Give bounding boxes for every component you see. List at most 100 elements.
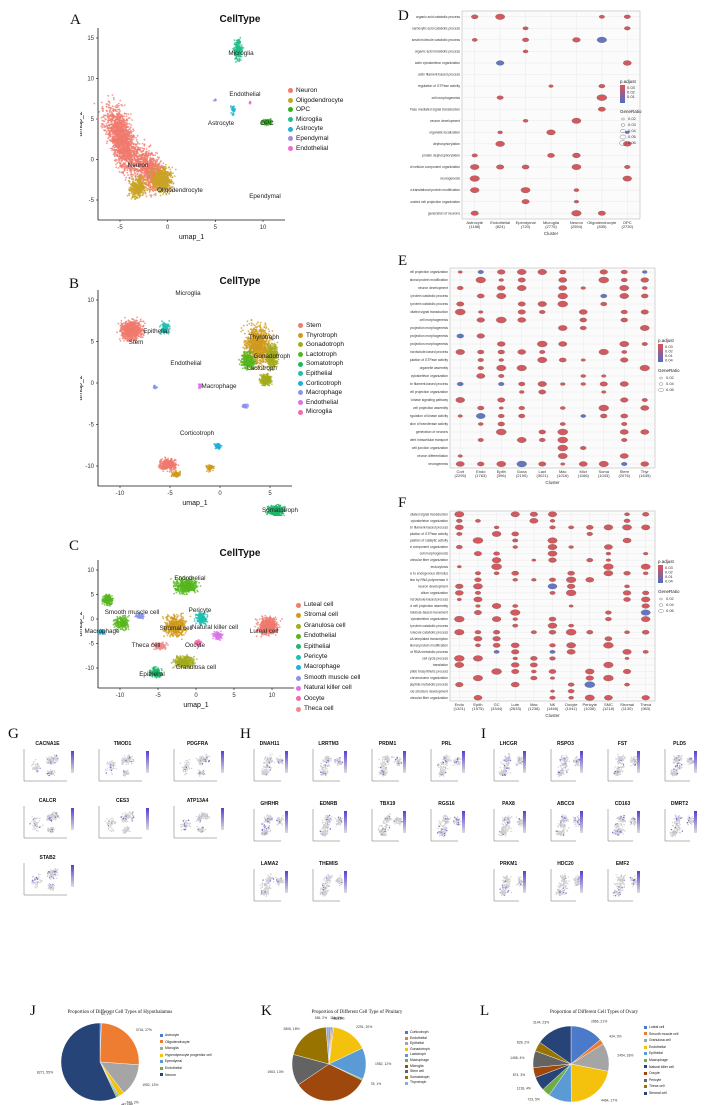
- cell-point: [127, 322, 130, 325]
- cell-point: [120, 156, 123, 158]
- cell-point: [145, 182, 147, 185]
- cell-point: [154, 168, 156, 171]
- cell-point: [156, 178, 158, 181]
- cell-point: [131, 173, 134, 176]
- cell-point: [127, 335, 129, 338]
- cell-point: [138, 174, 140, 177]
- cell-point: [145, 195, 148, 198]
- cell-point: [172, 182, 175, 185]
- cell-point: [168, 320, 171, 322]
- cell-point: [110, 127, 112, 129]
- cell-point: [141, 142, 144, 145]
- cell-point: [159, 169, 162, 172]
- cell-point: [238, 59, 241, 62]
- cell-point: [118, 142, 120, 145]
- cell-point: [119, 165, 121, 168]
- cell-point: [103, 126, 105, 128]
- cell-point: [125, 167, 128, 169]
- cell-point: [115, 135, 118, 138]
- cluster-label: Ependymal: [249, 193, 281, 200]
- cell-point: [131, 188, 134, 190]
- cell-point: [128, 167, 131, 170]
- legend-swatch: [288, 136, 293, 142]
- cell-point: [132, 321, 135, 324]
- cell-point: [117, 167, 120, 169]
- cell-point: [135, 146, 137, 148]
- legend-item: Microglia: [288, 115, 343, 125]
- legend-label: Oligodendrocyte: [296, 96, 344, 104]
- x-tick-label: 0: [166, 225, 170, 231]
- cell-point: [139, 320, 142, 322]
- cell-point: [115, 121, 118, 124]
- cell-point: [116, 151, 119, 154]
- cell-point: [135, 186, 138, 189]
- cell-point: [170, 180, 172, 183]
- cell-point: [127, 174, 129, 177]
- cell-point: [139, 318, 142, 321]
- cell-point: [129, 174, 132, 176]
- cell-point: [157, 164, 160, 167]
- cell-point: [120, 144, 123, 147]
- cell-cluster: [229, 105, 237, 117]
- cell-point: [131, 156, 133, 159]
- cell-point: [174, 168, 177, 171]
- cell-point: [124, 316, 126, 319]
- cell-point: [127, 164, 130, 167]
- x-tick-label: -5: [167, 491, 173, 497]
- cell-point: [126, 133, 129, 136]
- cell-point: [144, 322, 146, 325]
- cell-point: [103, 116, 105, 118]
- cell-point: [127, 152, 130, 154]
- cell-point: [131, 326, 133, 329]
- cell-point: [120, 121, 123, 124]
- cell-point: [127, 150, 130, 153]
- cell-point: [115, 138, 118, 140]
- cell-point: [102, 123, 105, 126]
- cell-point: [117, 140, 120, 143]
- cell-point: [238, 43, 241, 45]
- cell-point: [149, 154, 152, 157]
- cell-point: [113, 152, 116, 155]
- cell-point: [118, 161, 120, 163]
- cell-point: [116, 127, 119, 129]
- cell-point: [133, 143, 136, 146]
- cell-point: [116, 159, 118, 161]
- cell-point: [113, 115, 115, 117]
- cell-point: [135, 331, 137, 334]
- cell-point: [111, 112, 114, 114]
- cell-point: [119, 99, 122, 102]
- cell-point: [124, 123, 127, 126]
- cell-point: [116, 124, 119, 127]
- cell-point: [123, 174, 126, 177]
- cell-point: [152, 154, 155, 157]
- cell-point: [141, 184, 144, 187]
- cluster-label: Astrocyte: [208, 120, 235, 127]
- cell-point: [162, 169, 164, 172]
- legend-item: Oligodendrocyte: [288, 96, 343, 106]
- cell-point: [140, 189, 142, 192]
- cell-point: [121, 126, 124, 129]
- cell-point: [120, 322, 123, 324]
- cell-point: [151, 160, 154, 163]
- cell-point: [123, 156, 125, 159]
- cell-point: [158, 156, 161, 159]
- cell-point: [110, 114, 112, 117]
- cell-point: [111, 117, 113, 119]
- cell-point: [145, 173, 148, 176]
- cell-point: [119, 162, 121, 165]
- cell-point: [158, 178, 161, 180]
- cell-point: [119, 133, 122, 136]
- cell-point: [129, 162, 132, 165]
- cell-point: [111, 133, 113, 135]
- cell-point: [101, 126, 104, 129]
- cell-point: [113, 141, 116, 143]
- cell-point: [124, 179, 127, 181]
- cell-point: [117, 102, 120, 105]
- cell-point: [126, 153, 129, 156]
- cell-point: [171, 176, 174, 179]
- cell-point: [160, 164, 163, 167]
- cell-point: [136, 316, 138, 319]
- cell-point: [127, 129, 129, 131]
- cell-point: [146, 189, 149, 192]
- cell-point: [155, 158, 158, 161]
